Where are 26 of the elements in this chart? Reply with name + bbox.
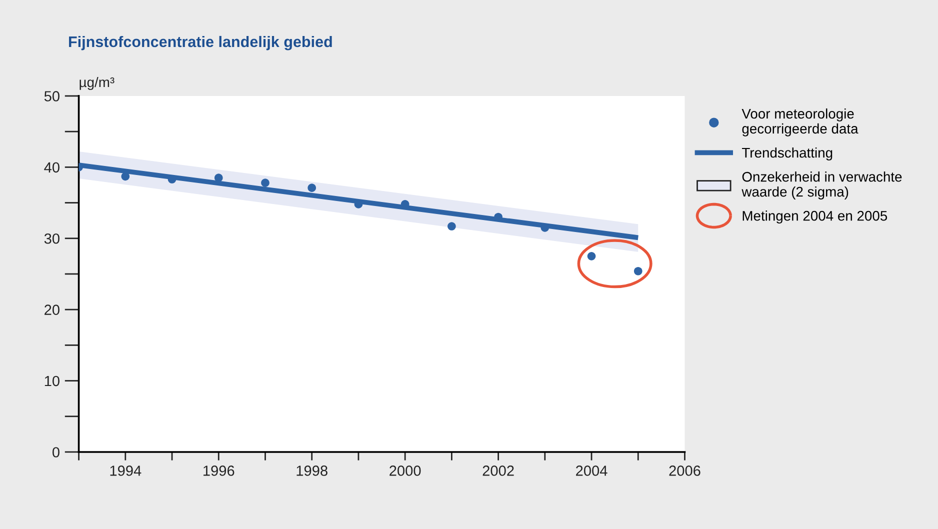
x-tick-label: 1996 bbox=[204, 466, 234, 476]
x-tick-label: 2006 bbox=[669, 466, 700, 476]
y-tick-label: 10 bbox=[44, 376, 60, 386]
legend-label: Voor meteorologie gecorrigeerde data bbox=[742, 108, 858, 136]
text: Onzekerheid in verwachte waarde (2 sigma) bbox=[742, 172, 902, 200]
chart-title: Fijnstofconcentratie landelijk gebied bbox=[69, 36, 332, 50]
point bbox=[587, 252, 596, 260]
y-tick-label: 30 bbox=[44, 233, 60, 244]
y-tick-label: 20 bbox=[44, 304, 60, 315]
point bbox=[448, 222, 456, 230]
y-tick-label: 40 bbox=[44, 162, 60, 173]
x-tick-label: 1994 bbox=[110, 466, 142, 476]
point bbox=[214, 174, 223, 182]
x-tick-label: 2002 bbox=[482, 466, 514, 476]
x-tick-label: 2004 bbox=[576, 466, 608, 476]
point bbox=[261, 178, 270, 187]
legend-label: Trendschatting bbox=[742, 147, 832, 160]
x-tick-label: 2000 bbox=[390, 466, 421, 476]
y-tick-label: 0 bbox=[52, 447, 60, 458]
y-axis-title: µg/m³ bbox=[80, 76, 114, 90]
point bbox=[121, 172, 130, 181]
x-tick-label: 1998 bbox=[296, 466, 328, 476]
point bbox=[634, 266, 642, 276]
point bbox=[308, 184, 316, 192]
y-tick-label: 50 bbox=[44, 91, 60, 102]
text: Metingen 2004 en 2005 bbox=[742, 210, 888, 224]
